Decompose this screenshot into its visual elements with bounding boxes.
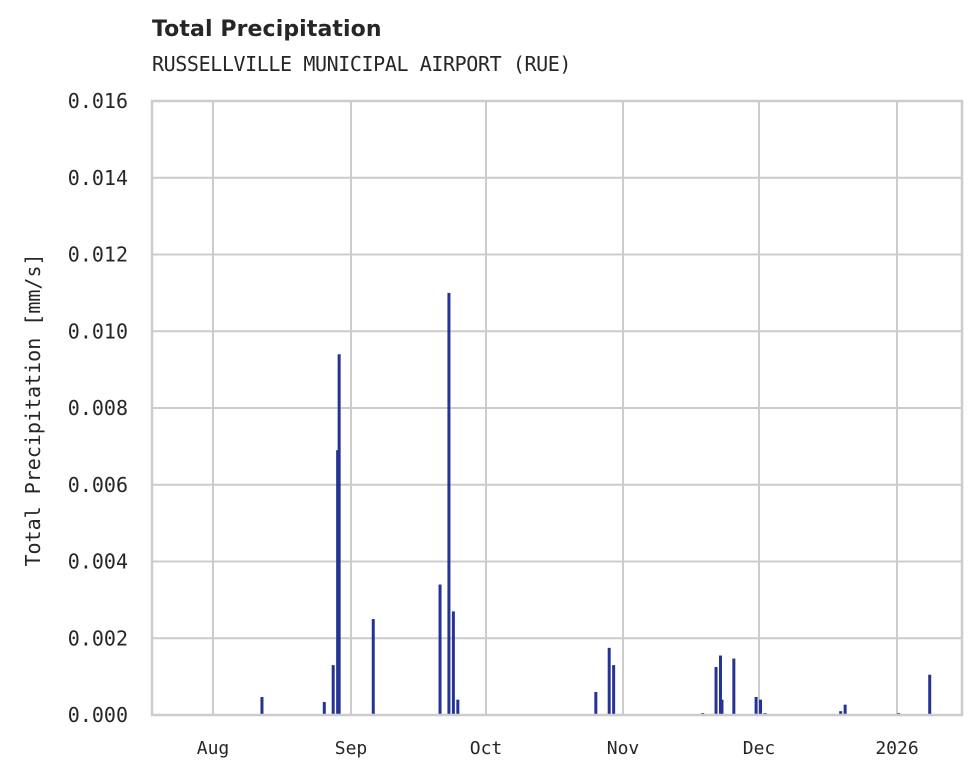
chart-subtitle: RUSSELLVILLE MUNICIPAL AIRPORT (RUE) — [152, 52, 572, 76]
x-tick-label: Oct — [470, 738, 503, 759]
plot-frame — [150, 99, 964, 717]
precip-bar — [720, 699, 724, 715]
y-tick-label: 0.000 — [68, 703, 128, 727]
y-tick-label: 0.016 — [68, 89, 128, 113]
x-tick-label: Sep — [335, 738, 368, 759]
grid-lines — [152, 100, 962, 716]
precip-bar — [447, 292, 451, 715]
y-axis-ticks: 0.000 0.002 0.004 0.006 0.008 0.010 0.012 0.014… — [68, 89, 128, 727]
precip-bar — [260, 696, 264, 715]
y-tick-label: 0.012 — [68, 243, 128, 267]
precip-bar — [754, 696, 758, 715]
precip-bar — [337, 354, 341, 715]
x-tick-label: Dec — [743, 738, 776, 759]
y-tick-label: 0.002 — [68, 626, 128, 650]
x-axis-ticks: Aug Sep Oct Nov Dec 2026 — [197, 738, 919, 759]
y-tick-label: 0.004 — [68, 550, 128, 574]
y-tick-label: 0.014 — [68, 166, 128, 190]
precip-bar — [928, 674, 932, 715]
x-tick-label: Nov — [607, 738, 640, 759]
precipitation-bars — [260, 292, 932, 715]
precip-bar — [607, 647, 611, 715]
precip-bar — [612, 665, 616, 715]
precip-bar — [331, 665, 335, 715]
chart-title: Total Precipitation — [152, 17, 382, 42]
precip-bar — [732, 658, 736, 715]
y-tick-label: 0.008 — [68, 396, 128, 420]
precip-bar — [438, 584, 442, 715]
precip-bar — [594, 691, 598, 715]
precip-bar — [322, 701, 326, 715]
y-tick-label: 0.006 — [68, 473, 128, 497]
precip-bar — [714, 667, 718, 715]
precip-bar — [371, 619, 375, 715]
y-tick-label: 0.010 — [68, 319, 128, 343]
precip-bar — [759, 699, 763, 715]
precip-bar — [456, 699, 460, 715]
precip-bar — [718, 655, 722, 715]
precip-bar — [451, 611, 455, 715]
x-tick-label: Aug — [197, 738, 230, 759]
precip-bar — [839, 711, 843, 715]
precip-bar — [843, 704, 847, 715]
x-tick-label: 2026 — [875, 738, 918, 759]
